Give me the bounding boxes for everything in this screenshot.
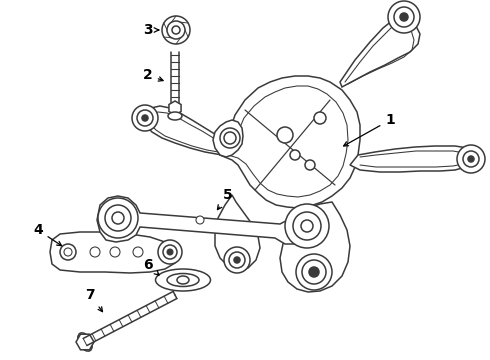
Circle shape bbox=[302, 260, 326, 284]
Circle shape bbox=[463, 151, 479, 167]
Text: 3: 3 bbox=[143, 23, 159, 37]
Text: 2: 2 bbox=[143, 68, 163, 82]
Text: 7: 7 bbox=[85, 288, 102, 312]
Circle shape bbox=[224, 132, 236, 144]
Circle shape bbox=[163, 245, 177, 259]
Ellipse shape bbox=[177, 276, 189, 284]
Text: 5: 5 bbox=[218, 188, 233, 210]
Circle shape bbox=[305, 160, 315, 170]
Text: 6: 6 bbox=[143, 258, 159, 275]
Circle shape bbox=[290, 150, 300, 160]
Circle shape bbox=[167, 249, 173, 255]
Circle shape bbox=[400, 13, 408, 21]
Circle shape bbox=[309, 267, 319, 277]
Ellipse shape bbox=[168, 112, 182, 120]
Circle shape bbox=[172, 26, 180, 34]
Circle shape bbox=[277, 127, 293, 143]
Ellipse shape bbox=[155, 269, 211, 291]
Circle shape bbox=[229, 252, 245, 268]
Circle shape bbox=[301, 220, 313, 232]
Circle shape bbox=[224, 247, 250, 273]
Polygon shape bbox=[220, 76, 360, 208]
Polygon shape bbox=[76, 334, 94, 350]
Polygon shape bbox=[280, 202, 350, 292]
Circle shape bbox=[64, 248, 72, 256]
Polygon shape bbox=[340, 16, 420, 87]
Circle shape bbox=[142, 115, 148, 121]
Circle shape bbox=[296, 254, 332, 290]
Circle shape bbox=[132, 105, 158, 131]
Circle shape bbox=[196, 216, 204, 224]
Circle shape bbox=[314, 112, 326, 124]
Circle shape bbox=[457, 145, 485, 173]
Circle shape bbox=[394, 7, 414, 27]
Circle shape bbox=[220, 128, 240, 148]
Circle shape bbox=[137, 110, 153, 126]
Circle shape bbox=[293, 212, 321, 240]
Polygon shape bbox=[215, 195, 260, 270]
Polygon shape bbox=[350, 146, 472, 172]
Polygon shape bbox=[213, 120, 243, 157]
Circle shape bbox=[285, 204, 329, 248]
Circle shape bbox=[167, 21, 185, 39]
Text: 1: 1 bbox=[343, 113, 395, 146]
Ellipse shape bbox=[78, 333, 92, 351]
Circle shape bbox=[158, 240, 182, 264]
Polygon shape bbox=[143, 106, 225, 155]
Circle shape bbox=[90, 247, 100, 257]
Polygon shape bbox=[50, 232, 178, 273]
Circle shape bbox=[468, 156, 474, 162]
Circle shape bbox=[162, 16, 190, 44]
Circle shape bbox=[234, 257, 240, 263]
Circle shape bbox=[133, 247, 143, 257]
Circle shape bbox=[112, 212, 124, 224]
Circle shape bbox=[110, 247, 120, 257]
Circle shape bbox=[388, 1, 420, 33]
Circle shape bbox=[60, 244, 76, 260]
Circle shape bbox=[98, 198, 138, 238]
Text: 4: 4 bbox=[33, 223, 62, 246]
Polygon shape bbox=[169, 101, 181, 115]
Polygon shape bbox=[97, 196, 320, 244]
Ellipse shape bbox=[167, 274, 199, 287]
Circle shape bbox=[105, 205, 131, 231]
